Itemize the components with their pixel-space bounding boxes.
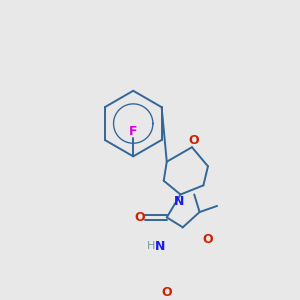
Text: O: O xyxy=(202,233,212,246)
Polygon shape xyxy=(171,227,183,245)
Text: N: N xyxy=(174,195,184,208)
Text: O: O xyxy=(134,211,145,224)
Text: N: N xyxy=(155,240,165,253)
Text: H: H xyxy=(147,242,156,251)
Text: F: F xyxy=(129,125,137,139)
Text: O: O xyxy=(188,134,199,147)
Text: O: O xyxy=(161,286,172,299)
